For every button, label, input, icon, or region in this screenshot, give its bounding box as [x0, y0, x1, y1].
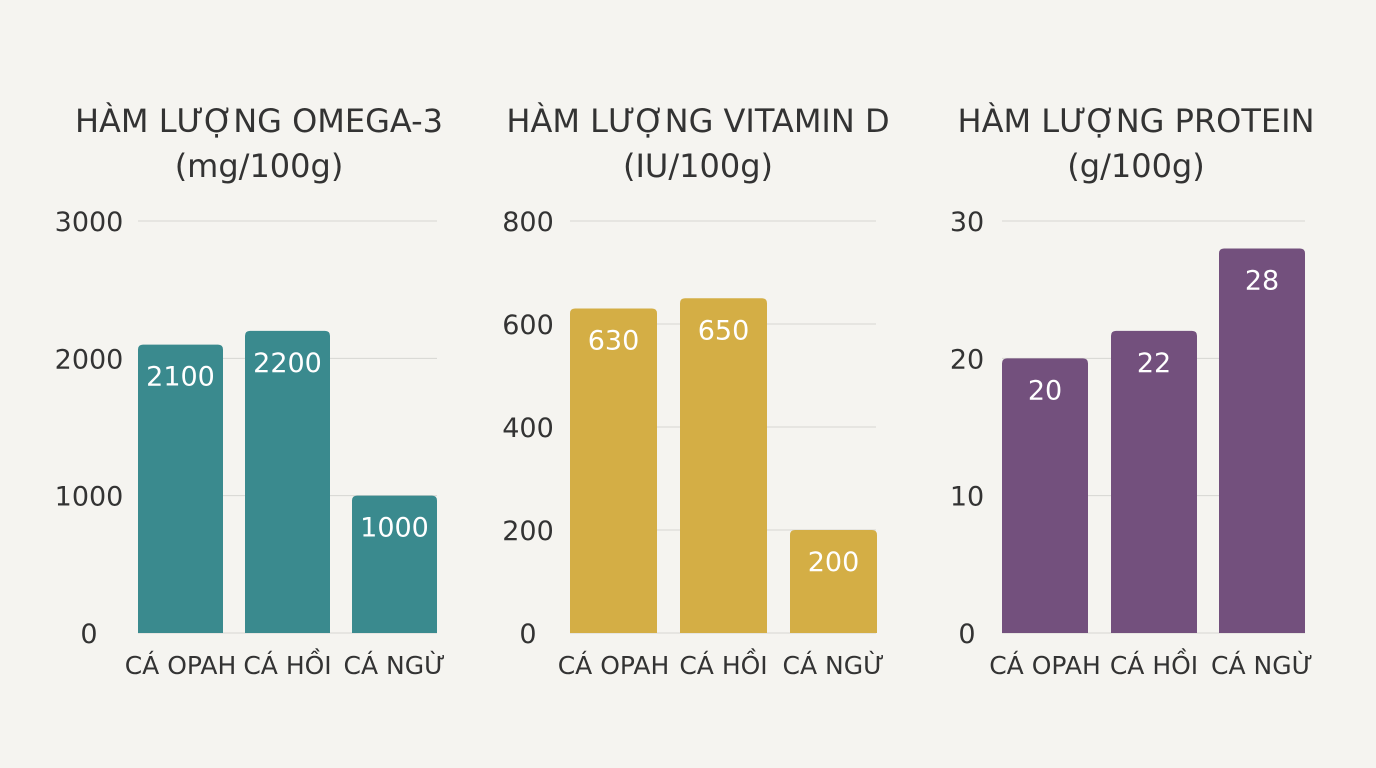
y-tick-label: 0: [519, 619, 536, 650]
bar-value-label: 28: [1245, 265, 1279, 296]
x-category-label: CÁ NGỪ: [782, 650, 884, 680]
chart-panel-3: HÀM LƯỢNG PROTEIN (g/100g) 0 10 20 30 20 CÁ OPA…: [950, 102, 1315, 680]
y-tick-label: 30: [950, 207, 984, 238]
bar: [680, 298, 767, 633]
chart-subtitle: (g/100g): [1067, 147, 1204, 185]
x-category-label: CÁ OPAH: [125, 651, 237, 680]
chart-panel-2: HÀM LƯỢNG VITAMIN D (IU/100g) 0 200 400 600 80…: [502, 102, 889, 680]
bar-value-label: 200: [808, 547, 860, 578]
bar: [570, 308, 657, 633]
bar: [352, 495, 437, 633]
x-category-label: CÁ HỒI: [1110, 648, 1198, 680]
y-tick-label: 1000: [55, 482, 124, 513]
bar-value-label: 2100: [146, 362, 215, 393]
bar-value-label: 22: [1137, 348, 1171, 379]
bar-value-label: 650: [698, 315, 750, 346]
y-tick-label: 2000: [55, 344, 124, 375]
y-tick-label: 3000: [55, 207, 124, 238]
x-category-label: CÁ OPAH: [989, 651, 1101, 680]
bar-value-label: 2200: [253, 348, 322, 379]
bar: [790, 530, 877, 633]
bar: [1219, 248, 1305, 633]
y-tick-label: 10: [950, 482, 984, 513]
bar-value-label: 1000: [360, 513, 429, 544]
chart-title: HÀM LƯỢNG VITAMIN D: [506, 102, 889, 140]
bar-value-label: 630: [588, 326, 640, 357]
bar: [245, 330, 330, 633]
chart-subtitle: (IU/100g): [623, 147, 773, 185]
chart-title: HÀM LƯỢNG PROTEIN: [958, 102, 1315, 140]
chart-title: HÀM LƯỢNG OMEGA-3: [75, 102, 443, 140]
y-tick-label: 400: [502, 413, 554, 444]
x-category-label: CÁ HỒI: [679, 648, 767, 680]
y-tick-label: 20: [950, 344, 984, 375]
x-category-label: CÁ OPAH: [558, 651, 670, 680]
y-tick-label: 200: [502, 516, 554, 547]
bar: [138, 344, 223, 633]
chart-panel-1: HÀM LƯỢNG OMEGA-3 (mg/100g) 0 1000 2000 3000 2…: [55, 102, 446, 680]
bar: [1111, 330, 1197, 633]
x-category-label: CÁ NGỪ: [1211, 650, 1313, 680]
x-category-label: CÁ HỒI: [243, 648, 331, 680]
bar-value-label: 20: [1028, 375, 1062, 406]
chart-subtitle: (mg/100g): [175, 147, 344, 185]
bar: [1002, 358, 1088, 633]
y-tick-label: 0: [80, 619, 97, 650]
y-tick-label: 600: [502, 310, 554, 341]
y-tick-label: 800: [502, 207, 554, 238]
x-category-label: CÁ NGỪ: [343, 650, 445, 680]
y-tick-label: 0: [958, 619, 975, 650]
